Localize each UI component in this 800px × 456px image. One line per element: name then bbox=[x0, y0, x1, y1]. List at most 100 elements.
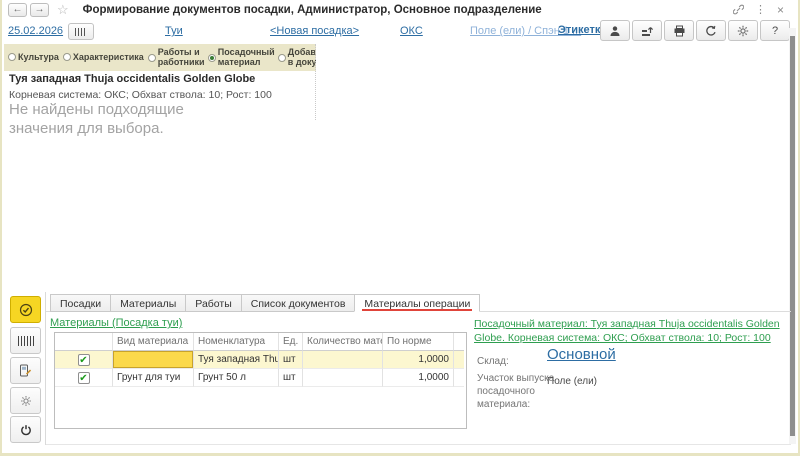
empty-selection-message: Не найдены подходящие значения для выбор… bbox=[9, 101, 184, 137]
tab-plantings[interactable]: Посадки bbox=[50, 294, 112, 312]
oks-link[interactable]: ОКС bbox=[400, 25, 423, 37]
wizard-step-planting-material[interactable]: Посадочный материал bbox=[207, 46, 275, 68]
new-planting-link[interactable]: <Новая посадка> bbox=[270, 25, 360, 37]
cell-by-norm[interactable]: 1,0000 bbox=[383, 369, 454, 387]
tab-materials[interactable]: Материалы bbox=[110, 294, 187, 312]
confirm-button[interactable] bbox=[10, 296, 41, 323]
more-menu-icon[interactable]: ⋮ bbox=[754, 4, 766, 16]
back-icon: ← bbox=[12, 3, 23, 15]
col-header-material-type: Вид материала bbox=[113, 333, 194, 351]
tab-operation-materials[interactable]: Материалы операции bbox=[354, 294, 481, 312]
panel-divider bbox=[45, 292, 46, 445]
wizard-step-characteristic[interactable]: Характеристика bbox=[62, 51, 144, 63]
barcode-scan-button[interactable] bbox=[68, 23, 94, 40]
wizard-step-label: Характеристика bbox=[72, 51, 144, 62]
wizard-steps: Культура Характеристика Работы и работни… bbox=[4, 44, 316, 71]
forward-icon: → bbox=[34, 3, 45, 15]
panel-bottom-border bbox=[46, 444, 791, 445]
group-separator bbox=[315, 44, 316, 120]
checkbox-checked-icon[interactable]: ✔ bbox=[77, 353, 90, 366]
print-button[interactable] bbox=[664, 20, 694, 41]
selected-plant-title: Туя западная Thuja occidentalis Golden G… bbox=[9, 73, 256, 85]
tab-label: Материалы операции bbox=[364, 298, 471, 310]
warehouse-label: Склад: bbox=[477, 356, 509, 367]
barcode-button[interactable] bbox=[10, 327, 41, 354]
table-corner-cell bbox=[454, 333, 464, 351]
row-checkbox-cell: ✔ bbox=[55, 351, 113, 369]
titlebar-actions: ⋮ × bbox=[732, 2, 792, 17]
radio-icon bbox=[147, 53, 156, 62]
plot-label: Участок выпуска посадочного материала: bbox=[477, 373, 555, 410]
barcode-icon bbox=[75, 27, 87, 36]
wizard-step-label: Культура bbox=[18, 51, 59, 62]
power-icon bbox=[20, 424, 31, 435]
wizard-step-label: Добавление в документ bbox=[287, 46, 316, 67]
settings-button[interactable] bbox=[728, 20, 758, 41]
col-header-nomenclature: Номенклатура bbox=[194, 333, 279, 351]
cell-material-type[interactable] bbox=[113, 351, 194, 369]
vertical-scrollbar bbox=[789, 28, 796, 444]
gear-icon bbox=[20, 395, 31, 406]
wizard-step-works[interactable]: Работы и работники bbox=[147, 46, 205, 68]
materials-group-link[interactable]: Материалы (Посадка туи) bbox=[50, 317, 183, 329]
bottom-tabs: Посадки Материалы Работы Список документ… bbox=[50, 294, 481, 312]
close-icon[interactable]: × bbox=[776, 2, 784, 17]
row-checkbox-cell: ✔ bbox=[55, 369, 113, 387]
table-corner-cell bbox=[55, 333, 113, 351]
wizard-step-culture[interactable]: Культура bbox=[8, 51, 59, 63]
wizard-step-add-to-document[interactable]: Добавление в документ bbox=[277, 46, 316, 68]
refresh-icon bbox=[706, 25, 716, 36]
panel-settings-button[interactable] bbox=[10, 387, 41, 414]
refresh-button[interactable] bbox=[696, 20, 726, 41]
warehouse-link[interactable]: Основной bbox=[547, 346, 616, 363]
tab-label: Работы bbox=[195, 298, 232, 310]
cell-nomenclature[interactable]: Грунт 50 л bbox=[194, 369, 279, 387]
field-span-link[interactable]: Поле (ели) / Спэн 1 ... bbox=[470, 25, 582, 37]
tab-label: Материалы bbox=[120, 298, 177, 310]
data-terminal-button[interactable] bbox=[10, 357, 41, 384]
form-toolbar: 25.02.2026 Туи <Новая посадка> ОКС Поле … bbox=[2, 19, 798, 44]
tab-document-list[interactable]: Список документов bbox=[240, 294, 356, 312]
col-header-by-norm: По норме bbox=[383, 333, 454, 351]
gear-icon bbox=[737, 25, 749, 36]
radio-icon bbox=[62, 53, 71, 62]
cell-by-norm[interactable]: 1,0000 bbox=[383, 351, 454, 369]
cell-unit[interactable]: шт bbox=[279, 369, 303, 387]
wizard-step-label: Работы и работники bbox=[157, 46, 205, 67]
row-end-cell bbox=[454, 369, 464, 387]
radio-selected-icon bbox=[207, 53, 216, 62]
wizard-step-label: Посадочный материал bbox=[217, 46, 275, 67]
checkbox-checked-icon[interactable]: ✔ bbox=[77, 371, 90, 384]
titlebar: ← → ☆ Формирование документов посадки, А… bbox=[2, 0, 798, 19]
date-link[interactable]: 25.02.2026 bbox=[8, 25, 64, 37]
planting-material-link[interactable]: Посадочный материал: Туя западная Thuja … bbox=[474, 318, 780, 345]
window-title: Формирование документов посадки, Админис… bbox=[82, 3, 542, 16]
tab-label: Посадки bbox=[60, 298, 102, 310]
tab-label: Список документов bbox=[250, 298, 346, 310]
radio-icon bbox=[277, 53, 286, 62]
power-button[interactable] bbox=[10, 416, 41, 443]
radio-icon bbox=[8, 53, 16, 62]
cell-quantity[interactable] bbox=[303, 351, 383, 369]
cell-quantity[interactable] bbox=[303, 369, 383, 387]
cell-material-type[interactable]: Грунт для туи bbox=[113, 369, 194, 387]
scrollbar-thumb[interactable] bbox=[790, 36, 795, 436]
col-header-unit: Ед. bbox=[279, 333, 303, 351]
crop-link[interactable]: Туи bbox=[165, 25, 183, 37]
get-link-icon[interactable] bbox=[732, 4, 744, 15]
history-forward-button[interactable]: → bbox=[30, 2, 49, 17]
customize-form-button[interactable] bbox=[632, 20, 662, 41]
cell-unit[interactable]: шт bbox=[279, 351, 303, 369]
help-icon: ? bbox=[771, 24, 779, 37]
row-end-cell bbox=[454, 351, 464, 369]
history-back-button[interactable]: ← bbox=[8, 2, 27, 17]
favorite-star-icon[interactable]: ☆ bbox=[57, 1, 69, 17]
tab-works[interactable]: Работы bbox=[185, 294, 242, 312]
user-button[interactable] bbox=[600, 20, 630, 41]
cell-nomenclature[interactable]: Туя западная Thuja occide... bbox=[194, 351, 279, 369]
label-link[interactable]: Этикетка bbox=[558, 24, 607, 36]
help-button[interactable]: ? bbox=[760, 20, 790, 41]
selected-plant-details: Корневая система: ОКС; Обхват ствола: 10… bbox=[9, 89, 272, 101]
data-collection-terminal-icon bbox=[20, 364, 32, 377]
